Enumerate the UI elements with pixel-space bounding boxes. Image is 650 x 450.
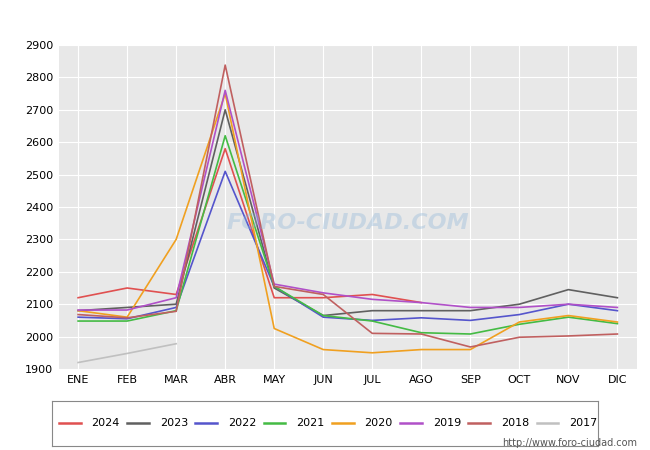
Text: FORO-CIUDAD.COM: FORO-CIUDAD.COM <box>226 213 469 233</box>
Text: 2023: 2023 <box>160 418 188 428</box>
Text: http://www.foro-ciudad.com: http://www.foro-ciudad.com <box>502 438 637 448</box>
Text: 2018: 2018 <box>501 418 529 428</box>
Text: 2024: 2024 <box>92 418 120 428</box>
Text: 2021: 2021 <box>296 418 324 428</box>
Text: Afiliados en Callosa d'en Sarrià a 31/8/2024: Afiliados en Callosa d'en Sarrià a 31/8/… <box>150 13 500 28</box>
Text: 2019: 2019 <box>433 418 461 428</box>
Text: 2020: 2020 <box>365 418 393 428</box>
Text: 2022: 2022 <box>228 418 257 428</box>
Text: 2017: 2017 <box>569 418 597 428</box>
